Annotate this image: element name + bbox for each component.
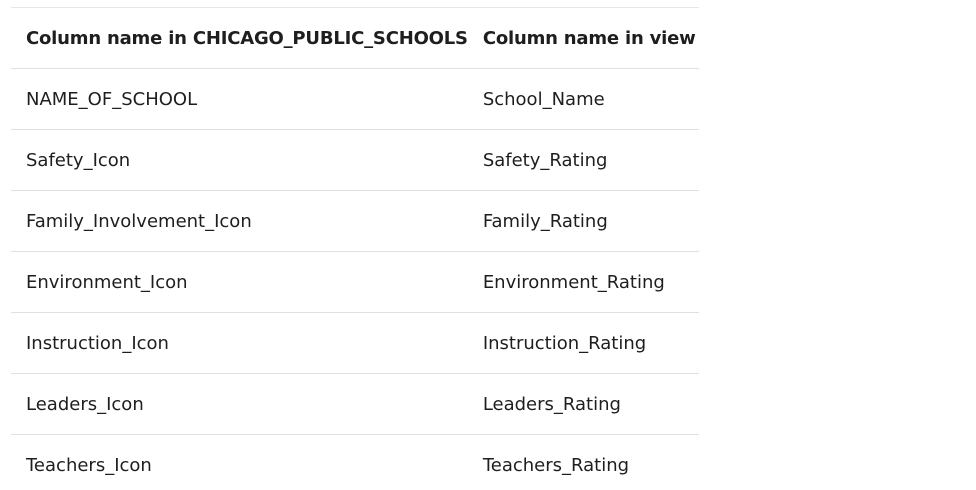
source-column-cell: NAME_OF_SCHOOL [11,68,468,130]
source-column-cell: Environment_Icon [11,251,468,313]
view-column-cell: Leaders_Rating [467,373,699,435]
column-mapping-table: Column name in CHICAGO_PUBLIC_SCHOOLS Co… [11,7,699,490]
table-header: Column name in CHICAGO_PUBLIC_SCHOOLS Co… [11,7,699,69]
header-source-column: Column name in CHICAGO_PUBLIC_SCHOOLS [11,7,468,69]
table-row: Safety_Icon Safety_Rating [11,129,699,191]
view-column-cell: School_Name [467,68,699,130]
view-column-cell: Instruction_Rating [467,312,699,374]
table-row: NAME_OF_SCHOOL School_Name [11,68,699,130]
source-column-cell: Family_Involvement_Icon [11,190,468,252]
view-column-cell: Teachers_Rating [482,454,630,476]
view-column-cell: Family_Rating [467,190,699,252]
header-row: Column name in CHICAGO_PUBLIC_SCHOOLS Co… [11,7,699,69]
view-column-cell: Environment_Rating [467,251,699,313]
view-column-cell: Safety_Rating [467,129,699,191]
source-column-cell: Safety_Icon [11,129,468,191]
table-row: Instruction_Icon Instruction_Rating [11,312,699,374]
source-column-cell: Leaders_Icon [11,373,468,435]
table-row: Environment_Icon Environment_Rating [11,251,699,313]
table-body: NAME_OF_SCHOOL School_Name Safety_Icon S… [11,68,699,490]
table-row: Teachers_Icon Teachers_Rating [11,435,699,490]
source-column-cell: Instruction_Icon [11,312,468,374]
header-view-column: Column name in view [467,7,699,69]
source-column-cell: Teachers_Icon [26,454,152,476]
table-row: Family_Involvement_Icon Family_Rating [11,190,699,252]
table-row: Leaders_Icon Leaders_Rating [11,373,699,435]
